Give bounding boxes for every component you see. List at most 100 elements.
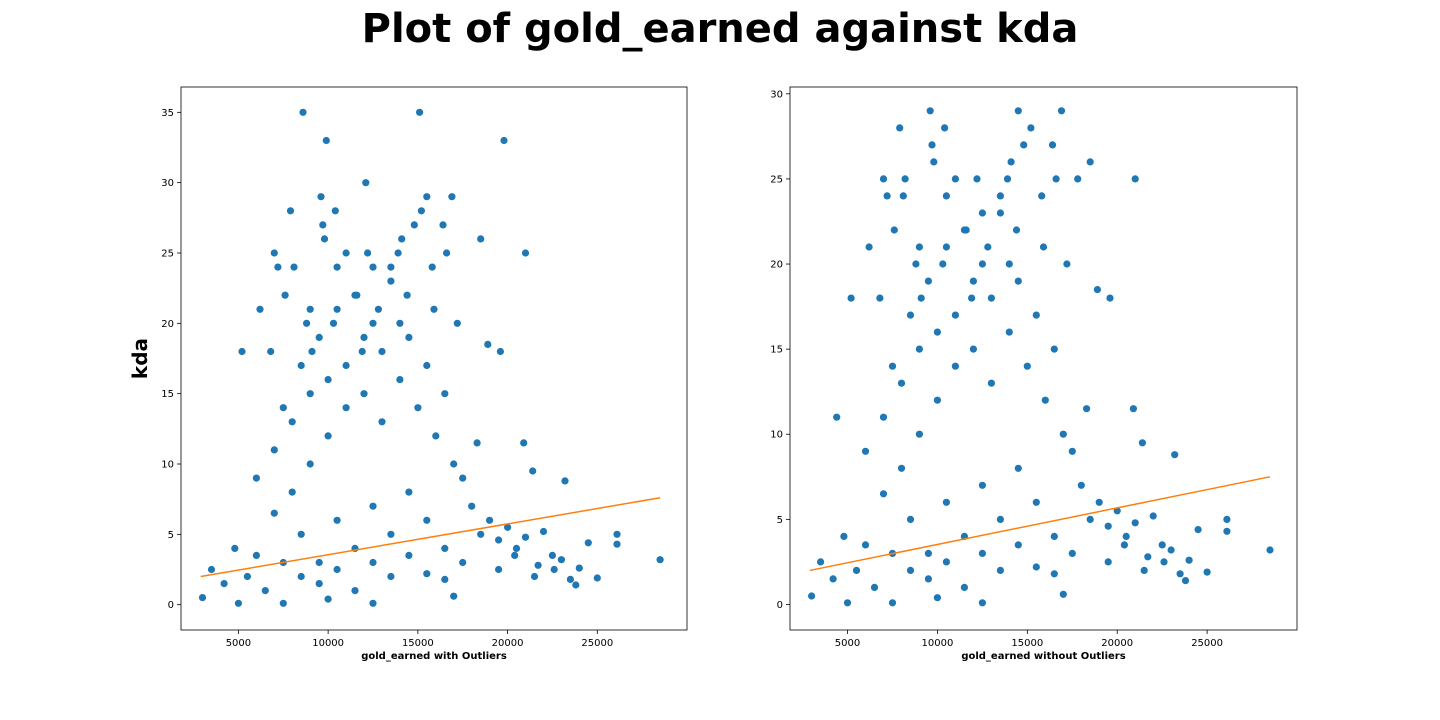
data-point	[396, 319, 404, 327]
data-point	[1140, 566, 1148, 575]
x-tick-label: 25000	[1191, 638, 1223, 649]
data-point	[930, 158, 938, 166]
data-point	[1059, 430, 1067, 438]
data-point	[299, 108, 307, 116]
data-point	[405, 551, 413, 560]
data-point	[899, 192, 907, 200]
data-point	[374, 305, 382, 313]
data-point	[441, 390, 449, 398]
data-point	[274, 263, 282, 271]
data-point	[423, 516, 431, 524]
data-point	[1003, 175, 1012, 183]
data-point	[539, 527, 548, 536]
data-point	[256, 305, 264, 313]
regression-line	[200, 497, 661, 578]
data-point	[308, 347, 316, 356]
data-point	[342, 249, 350, 257]
data-point	[901, 175, 909, 183]
data-point	[1181, 577, 1190, 585]
data-point	[360, 333, 368, 341]
data-point	[243, 572, 251, 581]
data-point	[924, 575, 933, 583]
data-point	[1266, 546, 1274, 554]
data-point	[417, 207, 425, 215]
data-point	[333, 263, 341, 271]
data-point	[459, 558, 467, 567]
data-point	[477, 235, 485, 243]
data-point	[1057, 107, 1066, 115]
data-point	[405, 333, 413, 341]
data-point	[468, 502, 476, 510]
data-point	[1129, 405, 1137, 413]
data-point	[331, 207, 339, 215]
left-subplot: 5000 10000 15000 20000 25000 0 5 10 15 20 25 30 35 go…	[128, 86, 688, 662]
data-point	[572, 581, 580, 589]
data-point	[234, 599, 242, 607]
data-point	[1023, 362, 1031, 370]
data-point	[978, 599, 987, 607]
data-point	[1074, 175, 1082, 183]
data-point	[303, 319, 311, 327]
data-point	[924, 549, 933, 558]
data-point	[912, 260, 920, 268]
data-point	[829, 575, 837, 583]
data-point	[495, 536, 503, 544]
y-tick-label: 35	[161, 108, 174, 119]
data-point	[1005, 328, 1013, 336]
axes-frame	[180, 86, 688, 631]
data-point	[342, 361, 350, 370]
data-point	[521, 533, 530, 541]
data-point	[656, 556, 664, 564]
data-point	[231, 544, 239, 553]
data-point	[1048, 141, 1057, 149]
data-point	[360, 390, 368, 398]
data-point	[324, 595, 332, 603]
data-point	[1106, 294, 1114, 302]
y-tick-label: 25	[770, 174, 783, 185]
data-point	[888, 362, 897, 370]
data-point	[1050, 345, 1058, 353]
x-tick-label: 5000	[226, 638, 251, 649]
data-point	[396, 376, 404, 384]
data-point	[351, 587, 359, 595]
data-point	[1223, 515, 1231, 524]
data-point	[342, 404, 350, 412]
data-point	[279, 404, 287, 412]
data-point	[238, 347, 246, 356]
data-point	[306, 460, 314, 468]
y-tick-label: 20	[770, 260, 783, 271]
data-point	[486, 516, 494, 524]
data-point	[387, 277, 395, 285]
data-point	[969, 345, 978, 353]
data-point	[1158, 541, 1166, 549]
regression-line	[809, 476, 1271, 572]
data-point	[924, 277, 933, 285]
data-point	[252, 474, 260, 482]
data-point	[1093, 286, 1101, 294]
data-point	[1012, 226, 1021, 234]
y-tick-label: 30	[161, 178, 174, 189]
data-point	[1194, 526, 1202, 534]
data-point	[960, 583, 969, 592]
data-point	[324, 376, 332, 384]
data-point	[512, 544, 521, 553]
data-point	[865, 243, 873, 251]
data-point	[1077, 481, 1085, 489]
data-point	[530, 572, 539, 581]
data-point	[861, 447, 870, 455]
data-point	[1167, 546, 1175, 554]
data-point	[933, 594, 942, 602]
scatter-points	[808, 107, 1274, 607]
data-point	[504, 523, 512, 531]
data-point	[978, 549, 987, 558]
data-point	[951, 362, 960, 370]
data-point	[933, 396, 942, 404]
data-point	[906, 515, 915, 524]
data-point	[942, 498, 951, 506]
data-point	[477, 530, 485, 538]
data-point	[883, 192, 891, 200]
data-point	[443, 249, 451, 257]
data-point	[459, 474, 467, 482]
data-point	[933, 328, 942, 336]
data-point	[329, 319, 338, 327]
